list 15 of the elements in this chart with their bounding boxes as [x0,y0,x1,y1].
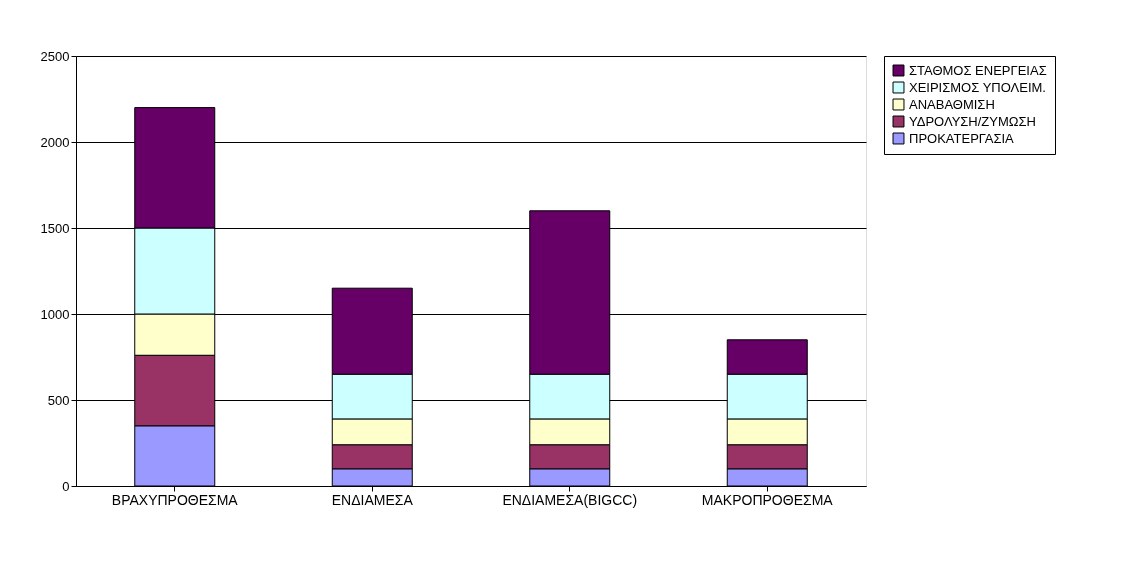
legend-label: ΣΤΑΘΜΟΣ ΕΝΕΡΓΕΙΑΣ [909,62,1047,78]
x-tick-label: ΕΝΔΙΑΜΕΣΑ [331,491,414,508]
y-tick-label: 2500 [40,48,70,64]
legend-label: ΥΔΡΟΛΥΣΗ/ΖΥΜΩΣΗ [909,113,1036,129]
legend-label: ΧΕΙΡΙΣΜΟΣ ΥΠΟΛΕΙΜ. [909,79,1046,95]
x-tick-label: ΕΝΔΙΑΜΕΣΑ(BIGCC) [502,491,638,508]
legend-label: ΑΝΑΒΑΘΜΙΣΗ [909,96,995,112]
x-tick-label: ΒΡΑΧΥΠΡΟΘΕΣΜΑ [111,491,239,508]
legend-label: ΠΡΟΚΑΤΕΡΓΑΣΙΑ [909,130,1015,146]
y-tick-label: 500 [47,392,70,408]
y-tick-label: 0 [62,478,70,494]
y-tick-label: 2000 [40,134,70,150]
y-tick-label: 1000 [40,306,70,322]
y-tick-label: 1500 [40,220,70,236]
x-tick-label: ΜΑΚΡΟΠΡΟΘΕΣΜΑ [701,491,834,508]
